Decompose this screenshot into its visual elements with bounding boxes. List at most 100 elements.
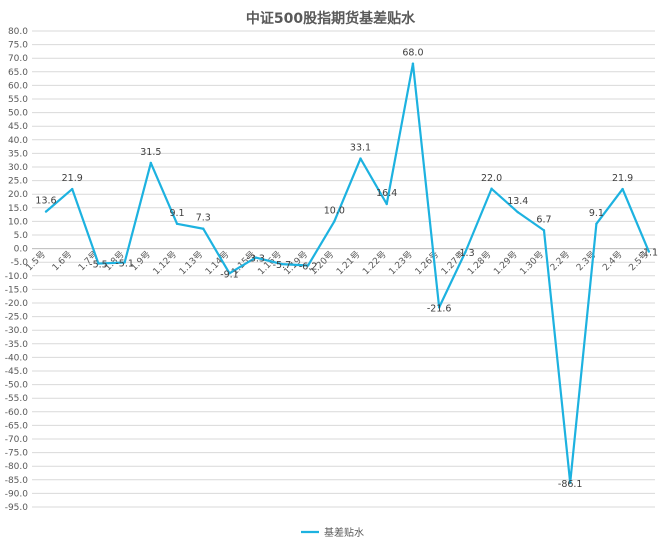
data-point [464,250,467,254]
y-tick-label: 5.0 [14,231,29,241]
x-tick-label: 1.6号 [50,249,74,273]
y-tick-label: -45.0 [5,367,29,377]
y-tick-label: 20.0 [8,190,28,200]
data-label: 9.1 [589,208,604,219]
y-tick-label: -90.0 [5,489,29,499]
y-tick-label: -55.0 [5,394,29,404]
data-point [516,210,519,214]
data-point [621,187,624,191]
y-tick-label: 70.0 [8,54,28,64]
x-tick-label: 1.26号 [413,249,441,277]
y-tick-label: 50.0 [8,109,28,119]
x-tick-label: 1.29号 [492,249,520,277]
data-point [280,262,284,266]
y-tick-label: -70.0 [5,435,29,445]
y-tick-label: -60.0 [5,408,29,418]
y-tick-label: 0.0 [14,245,29,255]
data-label: -3.3 [246,254,265,265]
y-tick-label: -20.0 [5,299,29,309]
data-point [490,187,493,190]
x-tick-label: 1.23号 [387,249,415,277]
data-label: 9.1 [169,208,184,219]
data-label: 7.3 [196,213,211,224]
x-tick-label: 1.22号 [361,249,389,277]
y-tick-label: 65.0 [8,68,28,78]
y-tick-label: 40.0 [8,136,28,146]
data-point [411,62,415,65]
data-point [228,272,231,275]
data-point [149,161,153,165]
data-point [647,250,651,253]
data-label: 13.6 [35,196,56,207]
y-tick-label: -95.0 [5,503,29,513]
y-tick-label: 55.0 [8,95,28,105]
data-label: 22.0 [481,173,502,184]
x-tick-label: 1.12号 [151,249,179,277]
data-point [542,229,546,232]
data-label: 33.1 [350,143,371,154]
data-label: -1.3 [456,248,475,259]
y-tick-label: -30.0 [5,326,29,336]
data-label: 16.4 [376,188,397,199]
data-label: 21.9 [612,173,633,184]
x-tick-label: 2.4号 [600,249,624,273]
y-tick-label: -65.0 [5,421,29,431]
x-tick-label: 2.3号 [574,249,598,273]
y-tick-label: 80.0 [8,27,28,37]
y-tick-label: 60.0 [8,81,28,91]
data-label: -5.7 [273,260,292,271]
y-tick-label: -80.0 [5,462,29,472]
data-point [333,220,336,223]
data-point [97,262,100,265]
x-tick-label: 1.13号 [177,249,205,277]
x-tick-label: 2.2号 [548,249,572,273]
chart-title: 中证500股指期货基差贴水 [245,11,416,27]
data-label: 6.7 [536,214,551,225]
data-point [71,187,74,191]
data-point [437,306,441,309]
data-label: -1.1 [640,248,659,259]
y-tick-label: 30.0 [8,163,28,173]
data-point [385,202,388,206]
y-tick-label: -40.0 [5,353,29,363]
data-point [123,261,126,264]
data-point [359,157,362,160]
series-line [45,62,650,484]
data-label: 21.9 [62,173,83,184]
y-tick-label: 15.0 [8,204,28,214]
y-tick-label: 25.0 [8,177,28,187]
y-tick-label: -15.0 [5,285,29,295]
y-tick-label: -85.0 [5,476,29,486]
y-tick-label: 35.0 [8,149,28,159]
x-tick-label: 1.21号 [334,249,362,277]
data-point [568,481,572,484]
data-label: 68.0 [402,48,423,59]
data-label: -21.6 [427,303,452,314]
data-point [175,222,179,226]
data-label: -6.2 [299,261,318,272]
data-point [202,227,205,230]
x-tick-label: 1.30号 [518,249,546,277]
data-point [595,222,598,226]
data-label: 10.0 [324,205,345,216]
data-label: 31.5 [140,147,161,158]
y-tick-label: 45.0 [8,122,28,132]
data-label: -5.5 [89,260,108,271]
data-point [306,264,310,267]
y-tick-label: 75.0 [8,41,28,51]
data-point [44,210,48,213]
data-label: -9.1 [220,269,239,280]
y-tick-label: -10.0 [5,272,29,282]
data-label: 13.4 [507,196,528,207]
y-tick-label: -25.0 [5,313,29,323]
data-label: -5.1 [115,258,134,269]
data-point [254,256,257,259]
y-tick-label: -5.0 [10,258,28,268]
y-tick-label: -75.0 [5,449,29,459]
data-label: -86.1 [558,479,583,490]
y-tick-label: -50.0 [5,381,29,391]
y-tick-label: -35.0 [5,340,29,350]
legend-label: 基差贴水 [324,526,364,539]
